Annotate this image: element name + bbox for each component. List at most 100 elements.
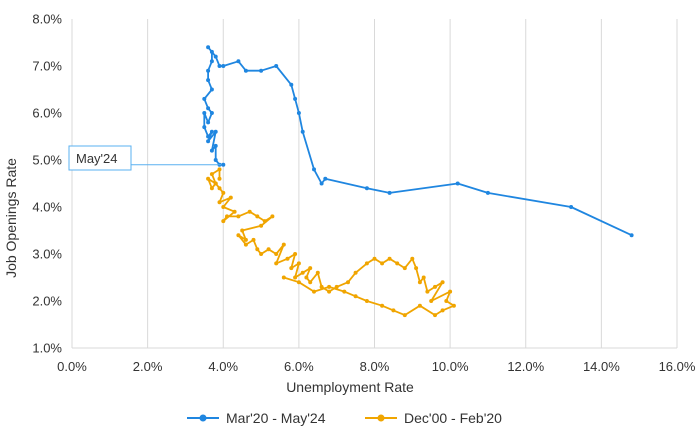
- data-point[interactable]: [259, 223, 264, 228]
- data-point[interactable]: [440, 308, 445, 313]
- data-point[interactable]: [213, 54, 218, 59]
- legend-item-series-1[interactable]: Mar'20 - May'24: [187, 410, 326, 426]
- data-point[interactable]: [281, 242, 286, 247]
- data-point[interactable]: [387, 190, 392, 195]
- data-point[interactable]: [217, 176, 222, 181]
- data-point[interactable]: [327, 284, 332, 289]
- data-point[interactable]: [296, 280, 301, 285]
- data-point[interactable]: [395, 261, 400, 266]
- data-point[interactable]: [293, 96, 298, 101]
- data-point[interactable]: [221, 190, 226, 195]
- data-point[interactable]: [270, 214, 275, 219]
- data-point[interactable]: [259, 252, 264, 256]
- data-point[interactable]: [402, 313, 407, 318]
- data-point[interactable]: [255, 214, 260, 219]
- data-point[interactable]: [417, 280, 422, 285]
- data-point[interactable]: [262, 219, 267, 224]
- data-point[interactable]: [569, 205, 574, 209]
- data-point[interactable]: [206, 45, 211, 50]
- data-point[interactable]: [274, 64, 279, 68]
- data-point[interactable]: [202, 125, 207, 130]
- data-point[interactable]: [402, 266, 407, 271]
- data-point[interactable]: [217, 186, 222, 191]
- data-point[interactable]: [206, 134, 211, 139]
- data-point[interactable]: [285, 256, 290, 261]
- data-point[interactable]: [209, 148, 214, 153]
- data-point[interactable]: [274, 261, 279, 266]
- data-point[interactable]: [410, 256, 415, 261]
- data-point[interactable]: [296, 111, 301, 115]
- data-point[interactable]: [308, 266, 313, 271]
- data-point[interactable]: [323, 176, 328, 181]
- data-point[interactable]: [202, 96, 207, 101]
- data-point[interactable]: [417, 303, 422, 308]
- data-point[interactable]: [455, 181, 460, 186]
- data-point[interactable]: [315, 270, 320, 275]
- data-point[interactable]: [433, 313, 437, 318]
- data-point[interactable]: [312, 167, 316, 172]
- data-point[interactable]: [213, 129, 218, 134]
- data-point[interactable]: [221, 162, 226, 167]
- data-point[interactable]: [364, 186, 369, 191]
- data-point[interactable]: [217, 167, 222, 172]
- legend-item-series-2[interactable]: Dec'00 - Feb'20: [365, 410, 502, 426]
- data-point[interactable]: [274, 252, 279, 256]
- data-point[interactable]: [213, 181, 218, 186]
- data-point[interactable]: [448, 289, 453, 294]
- data-point[interactable]: [353, 270, 358, 275]
- data-point[interactable]: [221, 219, 226, 224]
- data-point[interactable]: [429, 299, 434, 303]
- data-point[interactable]: [202, 111, 207, 115]
- data-point[interactable]: [266, 247, 271, 252]
- data-point[interactable]: [300, 129, 305, 134]
- data-point[interactable]: [209, 87, 214, 92]
- data-point[interactable]: [209, 59, 214, 64]
- data-point[interactable]: [259, 68, 264, 73]
- data-point[interactable]: [225, 214, 229, 219]
- data-point[interactable]: [319, 284, 324, 289]
- data-point[interactable]: [251, 237, 256, 242]
- data-point[interactable]: [209, 129, 214, 134]
- data-point[interactable]: [440, 280, 445, 285]
- data-point[interactable]: [308, 280, 313, 285]
- data-point[interactable]: [236, 214, 241, 219]
- data-point[interactable]: [334, 284, 339, 289]
- data-point[interactable]: [380, 261, 385, 266]
- data-point[interactable]: [342, 289, 347, 294]
- data-point[interactable]: [327, 289, 332, 294]
- data-point[interactable]: [255, 247, 260, 252]
- data-point[interactable]: [209, 186, 214, 191]
- data-point[interactable]: [240, 228, 245, 233]
- data-point[interactable]: [444, 299, 449, 303]
- data-point[interactable]: [312, 289, 316, 294]
- data-point[interactable]: [243, 237, 248, 242]
- data-point[interactable]: [372, 256, 377, 261]
- data-point[interactable]: [209, 111, 214, 115]
- data-point[interactable]: [289, 82, 294, 87]
- data-point[interactable]: [236, 233, 241, 238]
- data-point[interactable]: [433, 284, 437, 289]
- data-point[interactable]: [364, 299, 369, 303]
- data-point[interactable]: [380, 303, 385, 308]
- data-point[interactable]: [364, 261, 369, 266]
- data-point[interactable]: [209, 172, 214, 177]
- data-point[interactable]: [353, 294, 358, 299]
- data-point[interactable]: [629, 233, 634, 238]
- data-point[interactable]: [206, 139, 211, 144]
- data-point[interactable]: [209, 49, 214, 54]
- data-point[interactable]: [213, 143, 218, 148]
- data-point[interactable]: [414, 266, 419, 271]
- data-point[interactable]: [300, 270, 305, 275]
- data-point[interactable]: [243, 68, 248, 73]
- data-point[interactable]: [421, 275, 426, 280]
- data-point[interactable]: [213, 158, 218, 162]
- data-point[interactable]: [451, 303, 456, 308]
- data-point[interactable]: [387, 256, 392, 261]
- data-point[interactable]: [236, 59, 241, 64]
- data-point[interactable]: [293, 275, 298, 280]
- data-point[interactable]: [319, 181, 324, 186]
- data-point[interactable]: [232, 209, 237, 214]
- data-point[interactable]: [206, 176, 211, 181]
- data-point[interactable]: [425, 289, 430, 294]
- data-point[interactable]: [206, 106, 211, 111]
